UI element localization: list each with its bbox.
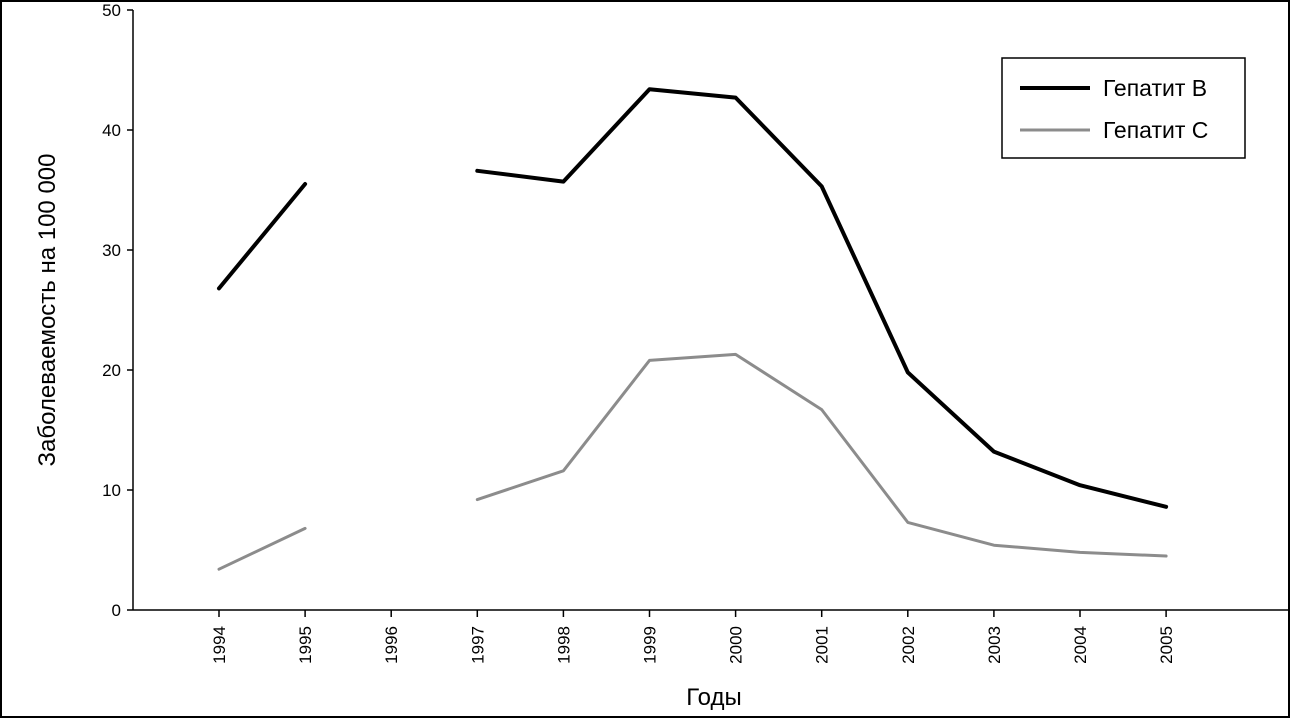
y-tick-label: 40 [102,121,121,140]
x-tick-label: 1999 [641,626,660,664]
legend: Гепатит В Гепатит С [1001,57,1246,159]
legend-label-hepatitis-b: Гепатит В [1103,75,1207,101]
x-tick-label: 2002 [899,626,918,664]
y-tick-label: 0 [112,601,121,620]
y-axis-title: Заболеваемость на 100 000 [34,154,61,467]
x-ticks: 1994 1995 1996 1997 1998 1999 2000 2001 2002 2003… [210,610,1176,664]
y-tick-label: 30 [102,241,121,260]
x-tick-label: 2003 [985,626,1004,664]
y-tick-label: 10 [102,481,121,500]
y-tick-label: 20 [102,361,121,380]
x-tick-label: 2000 [727,626,746,664]
legend-box [1001,57,1246,159]
series-line-hepatitis-c-segment-1 [475,352,1168,558]
x-tick-label: 1996 [382,626,401,664]
x-tick-label: 1995 [296,626,315,664]
series-line-hepatitis-b-segment-1 [475,87,1169,509]
x-tick-label: 1998 [554,626,573,664]
x-tick-label: 1997 [468,626,487,664]
x-tick-label: 2004 [1071,626,1090,664]
x-tick-label: 1994 [210,626,229,664]
y-ticks: 0 10 20 30 40 50 [102,1,133,620]
y-tick-label: 50 [102,1,121,20]
legend-label-hepatitis-c: Гепатит С [1103,117,1208,143]
x-tick-label: 2001 [813,626,832,664]
series-line-hepatitis-c-segment-0 [217,526,307,571]
x-tick-label: 2005 [1157,626,1176,664]
series-lines [217,87,1169,571]
series-line-hepatitis-b-segment-0 [217,182,308,291]
x-axis-title: Годы [686,684,741,711]
